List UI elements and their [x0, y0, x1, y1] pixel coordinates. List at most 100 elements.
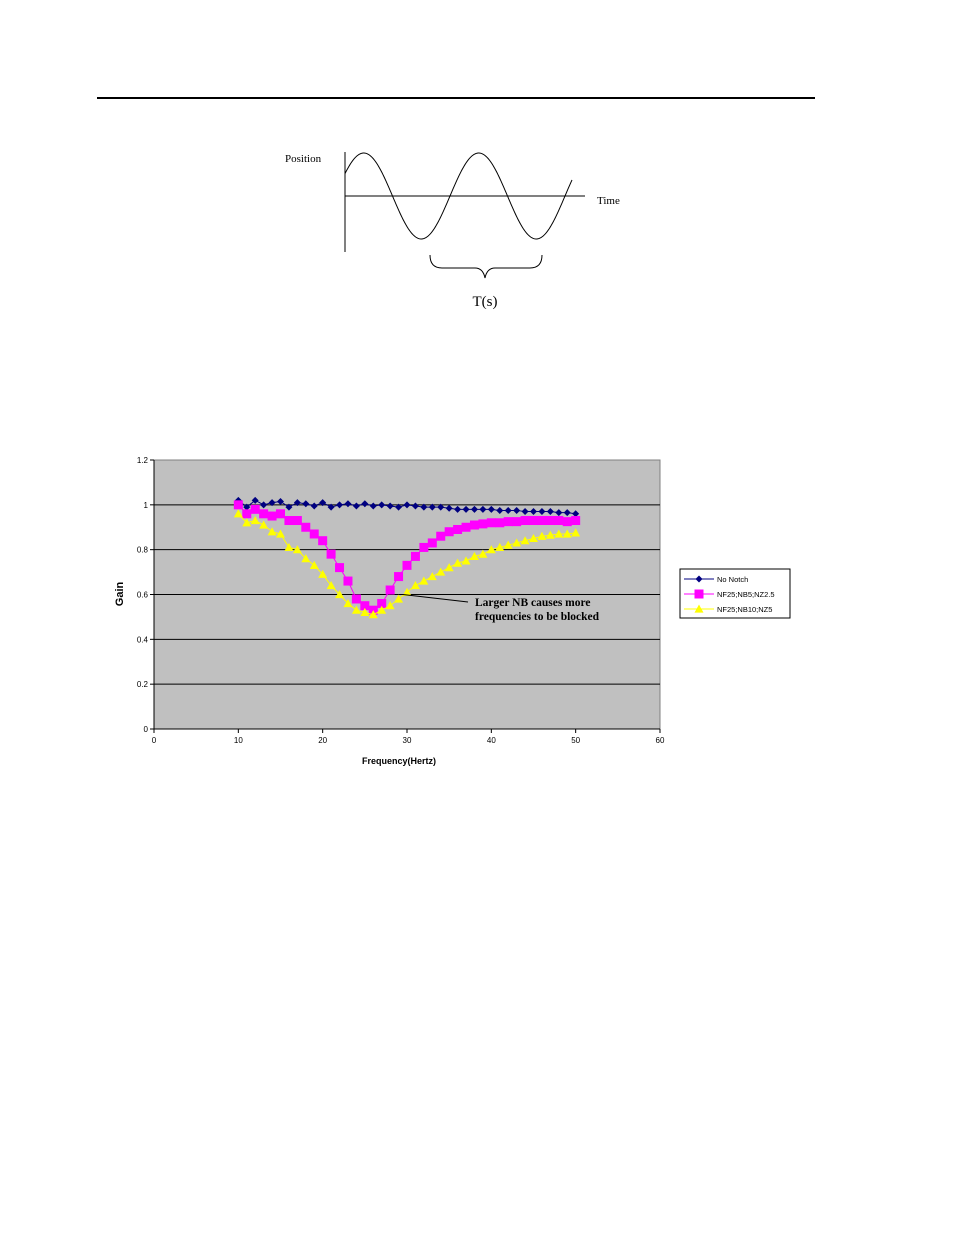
series-0	[234, 496, 580, 518]
series-2	[233, 509, 581, 619]
series-0-point-30	[487, 505, 495, 513]
series-1-point-2	[250, 504, 260, 514]
legend-swatch-marker-0	[695, 575, 703, 583]
series-1-point-18	[385, 585, 395, 595]
series-2-point-5	[276, 529, 285, 538]
series-1-point-15	[360, 601, 370, 611]
annotation-line-0: Larger NB causes more	[475, 597, 591, 609]
legend-swatch-marker-2	[694, 604, 704, 613]
annotation-arrow	[402, 594, 469, 603]
x-tick-label-1: 10	[234, 736, 243, 745]
series-1-point-12	[335, 563, 345, 573]
series-1-point-3	[259, 509, 269, 519]
series-2-point-11	[326, 581, 336, 590]
series-1-point-35	[529, 516, 538, 526]
series-2-point-35	[529, 533, 538, 543]
series-2-point-15	[360, 607, 370, 617]
series-0-point-6	[285, 503, 293, 511]
series-1-point-20	[402, 560, 412, 570]
series-1-point-19	[394, 572, 404, 582]
series-1-point-4	[267, 511, 277, 521]
series-0-point-7	[293, 499, 301, 507]
series-2-point-17	[377, 605, 387, 614]
series-1-point-38	[554, 516, 564, 526]
series-1-point-39	[562, 517, 572, 527]
y-tick-label-3: 0.6	[137, 591, 149, 600]
series-0-point-8	[302, 500, 310, 508]
series-2-point-26	[453, 558, 463, 567]
series-2-point-13	[343, 598, 353, 608]
series-1-point-11	[326, 549, 336, 559]
series-0-point-34	[521, 508, 529, 516]
series-2-point-22	[419, 576, 429, 585]
series-1-point-28	[469, 520, 479, 530]
series-2-point-18	[385, 601, 395, 610]
legend-label-1: NF25;NB5;NZ2.5	[717, 590, 775, 599]
time-label: Time	[597, 195, 620, 207]
series-0-point-36	[538, 508, 546, 516]
series-0-point-27	[462, 505, 470, 513]
series-1-point-24	[436, 531, 446, 541]
x-tick-label-5: 50	[571, 736, 580, 745]
period-brace	[429, 254, 543, 279]
series-1-point-30	[486, 518, 496, 528]
x-tick-label-3: 30	[403, 736, 412, 745]
series-1-point-5	[276, 509, 285, 519]
y-tick-label-1: 0.2	[137, 680, 149, 689]
series-0-point-37	[546, 508, 554, 516]
series-1-point-36	[537, 516, 547, 526]
series-0-point-21	[411, 502, 419, 510]
sine-wave-figure: Position Time T(s)	[285, 152, 620, 310]
series-1-point-17	[377, 598, 387, 608]
series-1-point-13	[343, 576, 353, 586]
series-1-point-25	[444, 527, 454, 537]
sine-wave-curve	[344, 152, 573, 240]
legend-label-0: No Notch	[717, 575, 748, 584]
series-1-point-37	[545, 516, 555, 526]
x-tick-label-2: 20	[318, 736, 327, 745]
series-0-point-23	[428, 503, 436, 511]
series-0-point-2	[251, 496, 259, 504]
series-1-point-14	[351, 594, 361, 604]
series-2-point-31	[495, 542, 505, 552]
series-2-point-20	[402, 587, 412, 596]
y-tick-label-6: 1.2	[137, 456, 149, 465]
gain-chart: 0 0.2 0.4 0.6 0.8 1 1.2 0 10 20 30 40 50 60 Larger NB…	[114, 456, 791, 766]
legend-swatch-marker-1	[694, 589, 704, 599]
series-2-point-3	[259, 520, 269, 529]
series-0-point-13	[344, 500, 352, 508]
series-1	[233, 500, 581, 615]
series-2-point-6	[284, 542, 294, 552]
series-2-point-40	[571, 528, 581, 537]
series-1-point-7	[292, 516, 302, 526]
series-2-point-4	[267, 527, 277, 536]
series-2-point-33	[512, 538, 522, 547]
series-0-point-32	[504, 506, 512, 514]
series-0-point-11	[327, 503, 335, 511]
series-2-point-19	[394, 594, 404, 603]
series-2-point-36	[537, 531, 547, 540]
series-2-point-9	[309, 560, 319, 569]
series-0-point-35	[530, 508, 537, 516]
series-0-point-40	[572, 510, 580, 518]
series-1-point-31	[495, 518, 505, 528]
series-2-point-30	[486, 545, 496, 554]
series-1-point-1	[242, 509, 252, 519]
series-0-point-28	[470, 505, 478, 513]
series-2-point-1	[242, 518, 252, 527]
series-1-point-10	[318, 536, 328, 546]
y-axis-label: Gain	[114, 581, 126, 606]
series-0-point-1	[243, 503, 251, 511]
series-0-point-4	[268, 499, 276, 507]
series-1-point-0	[233, 500, 243, 510]
series-2-point-16	[368, 610, 378, 619]
series-2-point-38	[554, 529, 564, 538]
series-2-point-12	[335, 590, 345, 599]
series-2-point-23	[427, 572, 437, 581]
series-2-point-0	[233, 509, 243, 518]
series-2-point-14	[351, 605, 361, 614]
series-0-point-17	[378, 501, 386, 509]
series-2-point-24	[436, 567, 446, 576]
series-2-point-28	[469, 551, 479, 560]
series-0-point-39	[563, 509, 571, 517]
